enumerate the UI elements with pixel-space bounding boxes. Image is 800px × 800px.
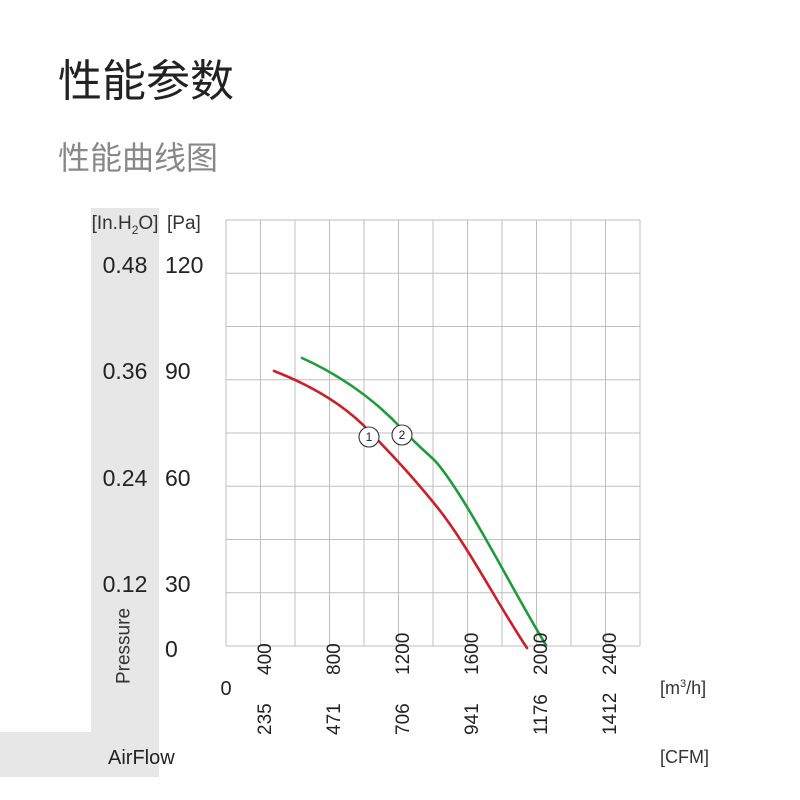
svg-text:2: 2: [399, 428, 406, 442]
svg-text:1: 1: [366, 430, 373, 444]
